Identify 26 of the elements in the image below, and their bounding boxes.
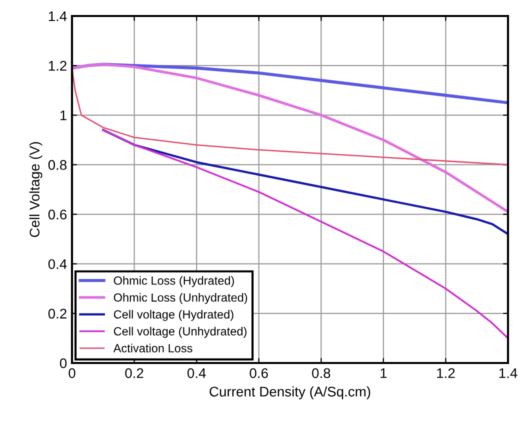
legend-label: Ohmic Loss (Hydrated) [114,276,234,288]
y-tick-label: 0.2 [48,308,66,319]
x-tick-label: 0.2 [125,368,144,378]
y-axis-title: Cell Voltage (V) [29,142,42,238]
legend-label: Activation Loss [113,344,192,352]
line-series [102,128,508,236]
line-series [102,129,508,340]
y-tick-label: 0.4 [48,259,67,270]
y-tick-label: 1 [60,110,66,120]
x-tick-label: 1.4 [499,368,518,378]
x-tick-label: 0.4 [187,368,206,378]
legend-label: Cell voltage (Hydrated) [114,310,234,321]
x-tick-label: 1 [380,368,387,378]
y-tick-label: 1.2 [48,60,66,71]
x-tick-label: 0 [68,368,76,378]
legend-label: Ohmic Loss (Unhydrated) [114,293,248,304]
y-tick-label: 1.4 [48,11,67,22]
x-axis-title: Current Density (A/Sq.cm) [210,386,370,400]
y-tick-label: 0 [60,358,67,368]
x-tick-label: 0.6 [250,368,268,378]
x-tick-label: 0.8 [312,368,330,378]
y-tick-label: 0.8 [48,160,67,170]
line-series [72,63,508,214]
x-tick-label: 1.2 [437,368,455,378]
y-tick-label: 0.6 [48,210,67,220]
legend-label: Cell voltage (Unhydrated) [114,326,246,338]
